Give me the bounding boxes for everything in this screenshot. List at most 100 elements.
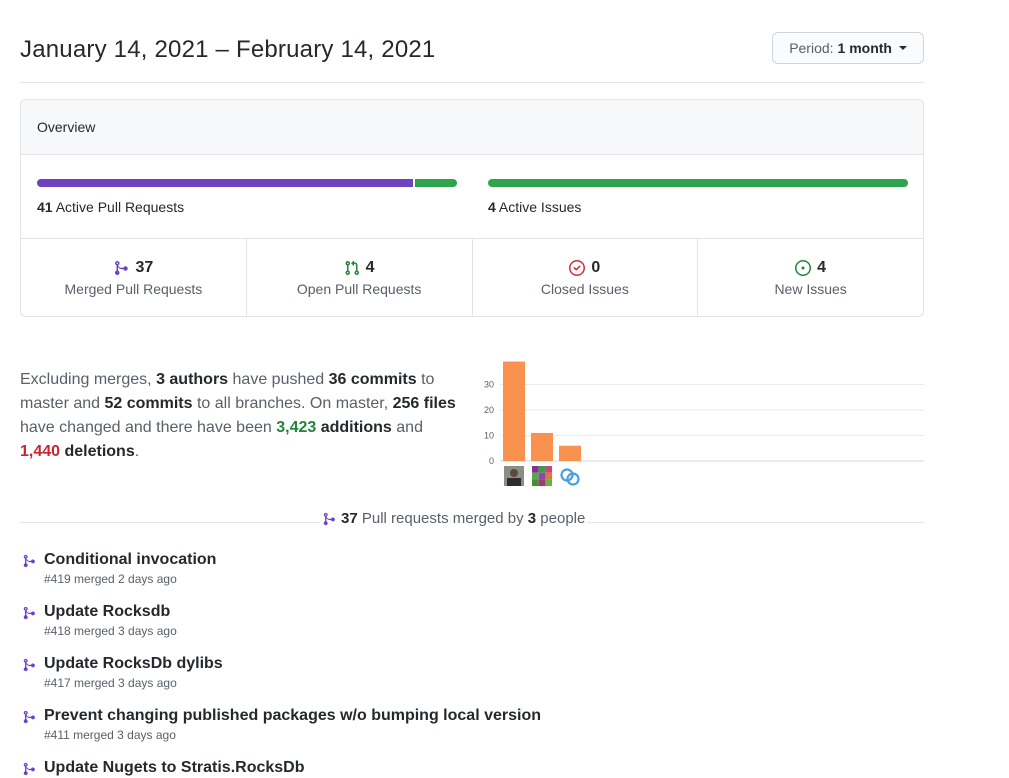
contributor-avatar-tile	[545, 466, 553, 473]
summary-text: to master and	[20, 371, 435, 412]
merged-pull-requests-heading: 37 Pull requests merged by 3 people	[320, 510, 588, 527]
contributor-avatar-body	[507, 478, 521, 486]
contributor-avatar-tile	[538, 472, 546, 480]
active-issues-summary[interactable]: 4 Active Issues	[488, 179, 908, 215]
merged-pull-request-list: Conditional invocation #419 merged 2 days…	[20, 549, 920, 778]
contributor-avatar-tile	[545, 472, 553, 480]
contributor-avatar-tile	[532, 472, 539, 480]
merge-icon	[23, 658, 35, 672]
stat-open-count: 4	[365, 259, 375, 276]
contributor-avatar-tile	[545, 479, 553, 487]
files-changed-count: 256 files	[392, 395, 456, 412]
active-pull-requests-summary[interactable]: 41 Active Pull Requests	[37, 179, 457, 215]
chart-y-tick-label: 20	[484, 405, 494, 415]
stat-new-count: 4	[817, 259, 827, 276]
issue-opened-icon	[795, 260, 812, 276]
deletions-count: 1,440	[20, 443, 61, 460]
summary-text: .	[134, 443, 140, 460]
stat-merged-count: 37	[135, 259, 154, 276]
merge-icon	[23, 606, 35, 620]
pull-request-title-link[interactable]: Update Rocksdb	[44, 603, 171, 620]
pull-requests-progress-bar	[37, 179, 457, 187]
summary-text: Excluding merges,	[20, 371, 157, 388]
pull-request-item: Update Nugets to Stratis.RocksDb	[20, 757, 920, 778]
pull-request-meta: #411 merged 3 days ago	[44, 728, 176, 742]
summary-text: have changed and there have been	[20, 419, 277, 436]
activity-bars: 41 Active Pull Requests 4 Active Issues	[21, 155, 923, 239]
merge-icon	[23, 762, 35, 776]
deletions-word: deletions	[60, 443, 135, 460]
stat-new-value: 4	[795, 259, 826, 277]
merged-text: Pull requests merged by	[357, 510, 528, 527]
stat-open-label: Open Pull Requests	[296, 281, 422, 297]
active-issues-text: Active Issues	[498, 199, 582, 215]
progress-gap	[413, 179, 416, 187]
pull-request-title-link[interactable]: Update Nugets to Stratis.RocksDb	[44, 759, 305, 776]
all-commits-count: 52 commits	[104, 395, 193, 412]
overview-stats: 37 Merged Pull Requests 4 Open Pull Requ…	[21, 239, 923, 316]
stat-open-pull-requests[interactable]: 4 Open Pull Requests	[247, 239, 473, 316]
active-pull-requests-text: Active Pull Requests	[55, 199, 185, 215]
new-issues-progress-segment	[488, 179, 908, 187]
pull-request-item: Update Rocksdb #418 merged 3 days ago	[20, 601, 920, 653]
stat-open-value: 4	[344, 259, 375, 277]
stat-closed-value: 0	[569, 259, 600, 277]
chart-y-tick-label: 30	[484, 380, 494, 390]
active-issues-label: 4 Active Issues	[488, 199, 908, 215]
pull-request-title-link[interactable]: Conditional invocation	[44, 551, 217, 568]
chart-y-tick-label: 10	[484, 431, 494, 441]
stat-closed-issues[interactable]: 0 Closed Issues	[473, 239, 699, 316]
summary-text: and	[391, 419, 423, 436]
contributors-chart: 30 20 10 0	[474, 355, 924, 495]
summary-text: have pushed	[228, 371, 329, 388]
summary-text: to all branches. On master,	[192, 395, 393, 412]
master-commits-count: 36 commits	[328, 371, 417, 388]
chart-bar	[531, 432, 553, 461]
contributor-avatar-tile	[538, 466, 546, 473]
merged-progress-segment	[37, 179, 414, 187]
chart-y-tick-label: 0	[489, 456, 494, 466]
pull-request-title-link[interactable]: Update RocksDb dylibs	[44, 655, 223, 672]
overview-panel: Overview 41 Active Pull Requests 4 Activ…	[20, 99, 924, 317]
contributor-avatar-tile	[538, 479, 546, 487]
additions-count: 3,423	[276, 419, 317, 436]
merged-text: people	[536, 510, 586, 527]
issue-closed-icon	[569, 260, 586, 276]
open-progress-segment	[415, 179, 457, 187]
commit-summary: Excluding merges, 3 authors have pushed …	[20, 368, 460, 464]
pull-request-title-link[interactable]: Prevent changing published packages w/o …	[44, 707, 541, 724]
period-label: Period:	[789, 40, 834, 56]
pull-request-item: Conditional invocation #419 merged 2 days…	[20, 549, 920, 601]
pull-request-icon	[345, 260, 359, 276]
merged-people-count: 3	[527, 510, 537, 527]
merge-icon	[115, 261, 129, 275]
merge-icon	[23, 554, 35, 568]
active-pull-requests-label: 41 Active Pull Requests	[37, 199, 457, 215]
pull-request-meta: #419 merged 2 days ago	[44, 572, 177, 586]
chart-bar	[503, 361, 525, 461]
period-value: 1 month	[837, 40, 892, 56]
contributor-avatar-ring	[566, 472, 580, 486]
pull-request-item: Update RocksDb dylibs #417 merged 3 days …	[20, 653, 920, 705]
contributors-chart-svg: 30 20 10 0	[484, 361, 924, 487]
overview-header: Overview	[21, 100, 923, 155]
stat-merged-value: 37	[113, 259, 153, 277]
merged-count: 37	[341, 510, 358, 527]
stat-new-issues[interactable]: 4 New Issues	[698, 239, 923, 316]
active-issues-count: 4	[488, 199, 496, 215]
additions-word: additions	[316, 419, 392, 436]
merge-icon	[23, 710, 35, 724]
authors-count: 3 authors	[156, 371, 229, 388]
stat-merged-label: Merged Pull Requests	[64, 281, 203, 297]
period-dropdown-button[interactable]: Period: 1 month	[772, 32, 924, 64]
contributor-avatar-tile	[532, 479, 539, 487]
period-header: January 14, 2021 – February 14, 2021 Per…	[20, 28, 924, 83]
stat-merged-pull-requests[interactable]: 37 Merged Pull Requests	[21, 239, 247, 316]
overview-title: Overview	[37, 119, 96, 135]
caret-down-icon	[899, 46, 907, 50]
stat-closed-label: Closed Issues	[540, 281, 629, 297]
pull-request-meta: #417 merged 3 days ago	[44, 676, 177, 690]
pull-request-meta: #418 merged 3 days ago	[44, 624, 177, 638]
chart-bar	[559, 445, 581, 461]
contributor-avatar-tile	[532, 466, 539, 473]
